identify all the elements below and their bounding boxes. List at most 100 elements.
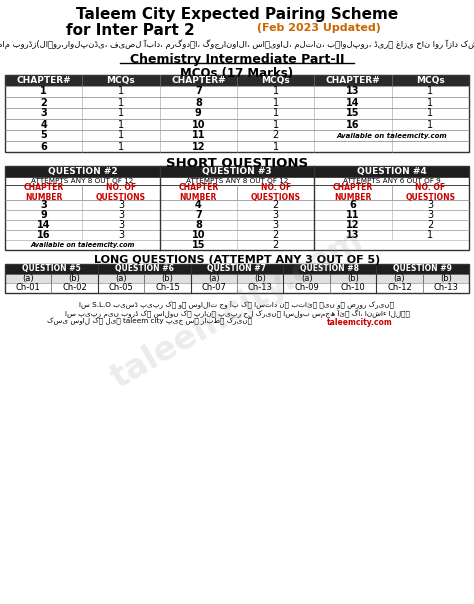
Text: (a): (a) (301, 274, 312, 283)
Text: 7: 7 (195, 86, 202, 97)
Text: 12: 12 (346, 220, 360, 230)
Bar (98, 283, 144, 293)
Text: 2: 2 (427, 220, 433, 230)
Text: 6: 6 (40, 141, 47, 152)
Bar (98, 274, 144, 283)
Text: Chemistry Intermediate Part-II: Chemistry Intermediate Part-II (130, 53, 344, 66)
Text: اس پیپر میں بورڈ کے سالوں کے پرانے پیپر حل کریں۔ اسلوب سمجھ آئے گا، انشاء اللہ۔: اس پیپر میں بورڈ کے سالوں کے پرانے پیپر … (64, 309, 410, 318)
Bar (160, 220, 314, 230)
Bar (314, 210, 469, 220)
Bar (5, 200, 160, 210)
Bar (314, 166, 469, 177)
Text: (a): (a) (208, 274, 219, 283)
Text: 14: 14 (346, 97, 360, 108)
Text: Ch-12: Ch-12 (387, 283, 412, 292)
Text: 13: 13 (346, 86, 360, 97)
Text: Ch-02: Ch-02 (62, 283, 87, 292)
Text: 1: 1 (118, 141, 124, 152)
Text: 3: 3 (427, 200, 433, 210)
Bar (5, 220, 160, 230)
Bar (144, 283, 191, 293)
Bar (237, 274, 283, 283)
Text: for Inter Part 2: for Inter Part 2 (65, 23, 194, 38)
Bar (5, 240, 160, 250)
Bar (5, 166, 469, 250)
Text: Ch-13: Ch-13 (248, 283, 273, 292)
Text: (b): (b) (440, 274, 452, 283)
Bar (5, 119, 469, 130)
Text: 15: 15 (191, 240, 205, 250)
Text: QUESTION #8: QUESTION #8 (301, 265, 359, 274)
Text: MCQs: MCQs (107, 76, 136, 85)
Text: 3: 3 (40, 109, 47, 118)
Text: NO. OF
QUESTIONS: NO. OF QUESTIONS (251, 183, 301, 202)
Text: 14: 14 (37, 220, 50, 230)
Text: 1: 1 (118, 120, 124, 129)
Text: 1: 1 (118, 130, 124, 141)
Bar (5, 75, 469, 152)
Text: 3: 3 (40, 200, 47, 210)
Text: NO. OF
QUESTIONS: NO. OF QUESTIONS (96, 183, 146, 202)
Text: 1: 1 (273, 97, 279, 108)
Bar (376, 264, 469, 274)
Text: 4: 4 (195, 200, 202, 210)
Text: 1: 1 (427, 230, 433, 240)
Text: CHAPTER#: CHAPTER# (326, 76, 380, 85)
Text: NO. OF
QUESTIONS: NO. OF QUESTIONS (405, 183, 456, 202)
Bar (5, 108, 469, 119)
Text: 8: 8 (195, 220, 202, 230)
Text: (a): (a) (115, 274, 127, 283)
Text: CHAPTER#: CHAPTER# (171, 76, 226, 85)
Text: 1: 1 (118, 109, 124, 118)
Text: taleemcity.com: taleemcity.com (105, 223, 369, 394)
Text: 2: 2 (273, 230, 279, 240)
Bar (160, 185, 314, 200)
Text: 7: 7 (195, 210, 202, 220)
Text: 10: 10 (191, 120, 205, 129)
Bar (5, 130, 469, 141)
Text: 16: 16 (37, 230, 50, 240)
Bar (5, 75, 469, 86)
Text: 10: 10 (191, 230, 205, 240)
Text: CHAPTER
NUMBER: CHAPTER NUMBER (24, 183, 64, 202)
Text: (a): (a) (22, 274, 34, 283)
Text: QUESTION #9: QUESTION #9 (393, 265, 452, 274)
Bar (314, 220, 469, 230)
Bar (283, 274, 330, 283)
Bar (314, 230, 469, 240)
Text: ATTEMPTS ANY 8 OUT OF 12: ATTEMPTS ANY 8 OUT OF 12 (31, 178, 134, 184)
Text: (Feb 2023 Updated): (Feb 2023 Updated) (253, 23, 381, 33)
Bar (5, 264, 469, 293)
Text: 11: 11 (191, 130, 205, 141)
Text: 1: 1 (273, 141, 279, 152)
Text: QUESTION #4: QUESTION #4 (357, 167, 427, 176)
Bar (237, 283, 283, 293)
Text: MCQs: MCQs (416, 76, 445, 85)
Bar (5, 177, 160, 185)
Bar (5, 86, 469, 97)
Text: QUESTION #6: QUESTION #6 (115, 265, 173, 274)
Text: taleemcity.com: taleemcity.com (327, 318, 393, 327)
Text: MCQs (17 Marks): MCQs (17 Marks) (181, 67, 293, 80)
Bar (51, 283, 98, 293)
Text: اس S.L.O بیسڈ پیپر کۛ وہ سوالات جو آپ کے استاد نے بتائے ہیں وہ ضرور کریں۔: اس S.L.O بیسڈ پیپر کۛ وہ سوالات جو آپ کے… (80, 300, 394, 308)
Text: 2: 2 (273, 200, 279, 210)
Text: 3: 3 (273, 220, 279, 230)
Text: کسی سوال کے لیے taleem city پیج سے رابطہ کریں۔: کسی سوال کے لیے taleem city پیج سے رابطہ… (47, 318, 253, 326)
Bar (423, 283, 469, 293)
Text: Taleem City Expected Pairing Scheme: Taleem City Expected Pairing Scheme (76, 7, 398, 22)
Text: QUESTION #5: QUESTION #5 (22, 265, 81, 274)
Text: (b): (b) (254, 274, 266, 283)
Bar (314, 185, 469, 200)
Text: 3: 3 (273, 210, 279, 220)
Text: Available on taleemcity.com: Available on taleemcity.com (30, 242, 135, 248)
Bar (5, 264, 98, 274)
Text: LONG QUESTIONS (ATTEMPT ANY 3 OUT OF 5): LONG QUESTIONS (ATTEMPT ANY 3 OUT OF 5) (94, 255, 380, 265)
Text: (b): (b) (162, 274, 173, 283)
Text: 1: 1 (427, 120, 433, 129)
Text: SHORT QUESTIONS: SHORT QUESTIONS (166, 157, 308, 170)
Bar (98, 264, 191, 274)
Text: 2: 2 (273, 240, 279, 250)
Text: Available on taleemcity.com: Available on taleemcity.com (337, 132, 447, 138)
Text: Ch-10: Ch-10 (341, 283, 365, 292)
